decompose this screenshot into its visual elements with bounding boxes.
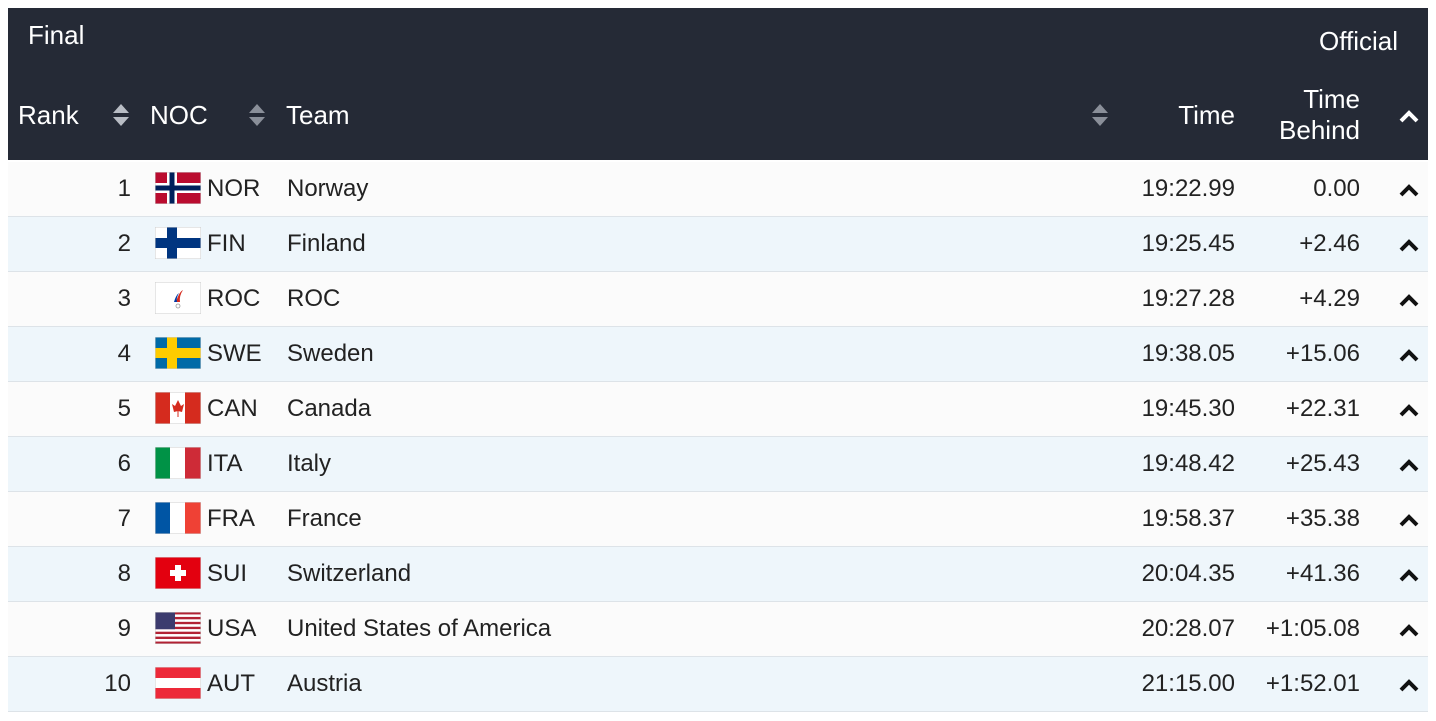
column-header[interactable]: NOC [150, 100, 208, 130]
time: 19:48.42 [1141, 450, 1235, 477]
rank: 9 [117, 615, 131, 642]
noc-code: FRA [207, 505, 255, 532]
flag [155, 227, 201, 259]
time-behind: +41.36 [1285, 560, 1360, 587]
noc-code: CAN [207, 395, 258, 422]
expand-icon[interactable] [1398, 567, 1420, 583]
time-behind: +35.38 [1285, 505, 1360, 532]
flag [155, 172, 201, 204]
table-header: Final Official Rank NOC Team Time Time B… [8, 8, 1428, 160]
time-behind: +1:52.01 [1265, 670, 1360, 697]
team-name: Canada [287, 395, 372, 422]
table-row[interactable]: 5 CAN Canada 19:45.30 +22.31 [8, 382, 1428, 437]
expand-icon[interactable] [1398, 457, 1420, 473]
expand-icon[interactable] [1398, 512, 1420, 528]
flag [155, 282, 201, 314]
time-behind: +4.29 [1299, 285, 1360, 312]
time: 19:27.28 [1141, 285, 1235, 312]
table-row[interactable]: 3 ROC ROC 19:27.28 +4.29 [8, 272, 1428, 327]
time: 19:45.30 [1141, 395, 1235, 422]
team-name: United States of America [287, 615, 552, 642]
time-behind: +22.31 [1285, 395, 1360, 422]
title: Final [28, 20, 85, 50]
time-behind: +15.06 [1285, 340, 1360, 367]
table-row[interactable]: 1 NOR Norway 19:22.99 0.00 [8, 162, 1428, 217]
time: 20:04.35 [1141, 560, 1235, 587]
time: 19:38.05 [1141, 340, 1235, 367]
expand-icon[interactable] [1398, 237, 1420, 253]
time-behind: 0.00 [1313, 175, 1360, 202]
flag [155, 667, 201, 699]
rank: 1 [117, 175, 131, 202]
sort-icon[interactable] [111, 101, 131, 129]
column-header[interactable]: Rank [18, 100, 79, 130]
table-row[interactable]: 7 FRA France 19:58.37 +35.38 [8, 492, 1428, 547]
table-row[interactable]: 8 SUI Switzerland 20:04.35 +41.36 [8, 547, 1428, 602]
rank: 10 [104, 670, 131, 697]
team-name: Italy [287, 450, 332, 477]
flag [155, 392, 201, 424]
team-name: Switzerland [287, 560, 412, 587]
noc-code: ITA [207, 450, 243, 477]
rank: 4 [117, 340, 131, 367]
sort-icon[interactable] [247, 101, 267, 129]
column-header[interactable]: Time Behind [1279, 84, 1360, 145]
time-behind: +1:05.08 [1265, 615, 1360, 642]
table-row[interactable]: 9 USA United States of America 20:28.07 +1:0… [8, 602, 1428, 657]
rank: 8 [117, 560, 131, 587]
expand-icon[interactable] [1398, 402, 1420, 418]
flag [155, 557, 201, 589]
noc-code: NOR [207, 175, 261, 202]
sort-icon[interactable] [1090, 101, 1110, 129]
noc-code: AUT [207, 670, 255, 697]
column-header[interactable]: Team [286, 100, 350, 130]
team-name: Norway [287, 175, 369, 202]
noc-code: SUI [207, 560, 248, 587]
team-name: Finland [287, 230, 366, 257]
noc-code: ROC [207, 285, 261, 312]
noc-code: FIN [207, 230, 246, 257]
table-row[interactable]: 4 SWE Sweden 19:38.05 +15.06 [8, 327, 1428, 382]
table-row[interactable]: 10 AUT Austria 21:15.00 +1:52.01 [8, 657, 1428, 712]
rank: 3 [117, 285, 131, 312]
team-name: Austria [287, 670, 362, 697]
table-row[interactable]: 2 FIN Finland 19:25.45 +2.46 [8, 217, 1428, 272]
time: 19:22.99 [1141, 175, 1235, 202]
expand-icon[interactable] [1398, 677, 1420, 693]
flag [155, 337, 201, 369]
time-behind: +2.46 [1299, 230, 1360, 257]
flag [155, 447, 201, 479]
rank: 6 [117, 450, 131, 477]
flag [155, 612, 201, 644]
flag [155, 502, 201, 534]
column-header[interactable]: Time [1178, 100, 1235, 130]
expand-icon[interactable] [1398, 347, 1420, 363]
expand-icon[interactable] [1398, 622, 1420, 638]
noc-code: SWE [207, 340, 262, 367]
collapse-icon[interactable] [1398, 108, 1420, 124]
team-name: Sweden [287, 340, 374, 367]
team-name: France [287, 505, 362, 532]
rank: 2 [117, 230, 131, 257]
status: Official [1319, 26, 1398, 56]
time: 19:58.37 [1141, 505, 1235, 532]
time: 20:28.07 [1141, 615, 1235, 642]
rank: 7 [117, 505, 131, 532]
time: 21:15.00 [1141, 670, 1235, 697]
noc-code: USA [207, 615, 257, 642]
expand-icon[interactable] [1398, 182, 1420, 198]
team-name: ROC [287, 285, 341, 312]
table-row[interactable]: 6 ITA Italy 19:48.42 +25.43 [8, 437, 1428, 492]
rank: 5 [117, 395, 131, 422]
time-behind: +25.43 [1285, 450, 1360, 477]
time: 19:25.45 [1141, 230, 1235, 257]
expand-icon[interactable] [1398, 292, 1420, 308]
